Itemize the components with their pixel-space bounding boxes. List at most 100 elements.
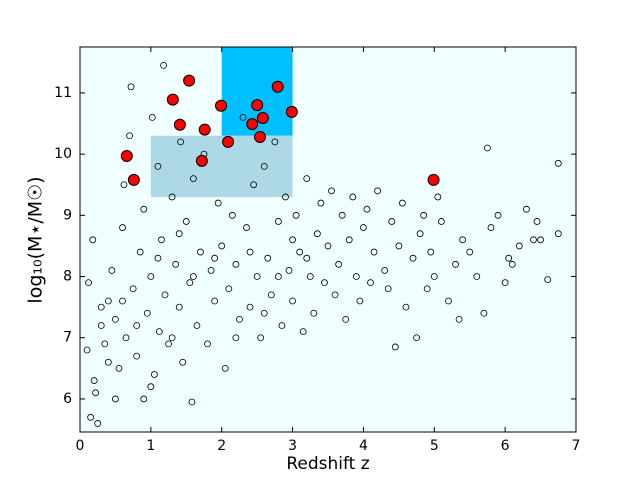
data-point: [126, 132, 134, 140]
data-point: [402, 303, 410, 311]
highlight-point: [183, 74, 196, 87]
y-tick-label: 6: [63, 391, 72, 407]
data-point: [179, 358, 187, 366]
data-point: [136, 248, 144, 256]
data-point: [165, 340, 172, 348]
data-point: [148, 113, 156, 121]
data-point: [108, 267, 116, 274]
data-point: [189, 273, 197, 280]
data-point: [420, 211, 428, 219]
data-point: [303, 175, 311, 182]
data-point: [97, 303, 105, 311]
data-point: [381, 267, 389, 274]
data-point: [306, 273, 314, 280]
data-point: [494, 211, 502, 219]
data-point: [274, 273, 282, 280]
data-point: [214, 199, 222, 207]
data-point: [204, 340, 211, 348]
data-point: [274, 218, 282, 225]
data-point: [119, 297, 126, 305]
data-point: [127, 83, 135, 91]
data-point: [391, 343, 399, 351]
data-point: [480, 309, 488, 317]
data-point: [147, 383, 155, 391]
data-point: [338, 211, 346, 219]
data-point: [221, 364, 229, 372]
data-point: [523, 205, 530, 213]
data-point: [161, 291, 169, 299]
data-point: [168, 334, 176, 342]
data-point: [370, 248, 378, 256]
data-point: [363, 205, 371, 213]
data-point: [501, 279, 509, 287]
data-point: [101, 340, 109, 348]
data-point: [177, 138, 185, 146]
y-tick-label: 11: [54, 85, 72, 101]
data-point: [455, 315, 463, 323]
data-point: [384, 285, 392, 293]
data-point: [484, 144, 491, 152]
highlight-point: [251, 99, 264, 112]
data-point: [112, 395, 119, 403]
data-point: [352, 273, 360, 280]
data-point: [218, 242, 226, 250]
data-point: [97, 322, 105, 329]
data-point: [466, 248, 474, 256]
data-point: [207, 267, 215, 274]
data-point: [225, 285, 233, 293]
data-point: [143, 309, 151, 317]
data-point: [409, 254, 417, 262]
data-point: [331, 291, 339, 299]
x-tick-label: 4: [359, 438, 368, 454]
data-point: [505, 254, 513, 262]
data-point: [154, 254, 162, 262]
plot-frame: [79, 46, 577, 433]
data-point: [189, 175, 197, 182]
data-point: [303, 254, 311, 262]
data-point: [508, 260, 516, 268]
data-point: [437, 218, 445, 225]
data-point: [342, 315, 350, 323]
data-point: [335, 260, 343, 268]
data-point: [356, 297, 364, 305]
data-point: [427, 248, 435, 256]
x-tick-label: 3: [288, 438, 297, 454]
data-point: [554, 159, 562, 167]
highlight-point: [195, 154, 208, 167]
data-point: [129, 285, 137, 293]
y-tick-label: 8: [63, 269, 72, 285]
data-point: [260, 162, 268, 170]
data-point: [188, 398, 196, 406]
data-point: [228, 211, 236, 219]
data-point: [232, 334, 240, 342]
data-point: [120, 181, 128, 189]
data-point: [537, 236, 544, 244]
data-point: [452, 260, 459, 268]
data-point: [264, 254, 272, 262]
data-point: [282, 193, 289, 201]
data-point: [85, 279, 92, 287]
data-point: [267, 291, 275, 299]
y-tick-label: 9: [63, 207, 72, 223]
data-point: [395, 242, 403, 250]
data-point: [211, 297, 219, 305]
data-point: [119, 224, 126, 231]
data-point: [459, 236, 467, 244]
y-tick-label: 7: [63, 330, 72, 346]
highlight-point: [253, 130, 266, 143]
highlight-point: [166, 93, 179, 106]
data-point: [544, 276, 552, 283]
data-point: [197, 248, 204, 256]
highlight-point: [198, 123, 211, 136]
data-point: [172, 260, 180, 268]
data-point: [243, 224, 250, 231]
highlight-point: [246, 118, 259, 131]
y-axis-label: log₁₀(M⋆/M☉): [25, 176, 47, 303]
data-point: [211, 254, 219, 262]
data-point: [345, 236, 353, 244]
data-point: [94, 420, 102, 427]
data-point: [83, 346, 91, 354]
data-point: [445, 297, 452, 305]
data-point: [250, 181, 258, 189]
data-point: [374, 187, 382, 195]
